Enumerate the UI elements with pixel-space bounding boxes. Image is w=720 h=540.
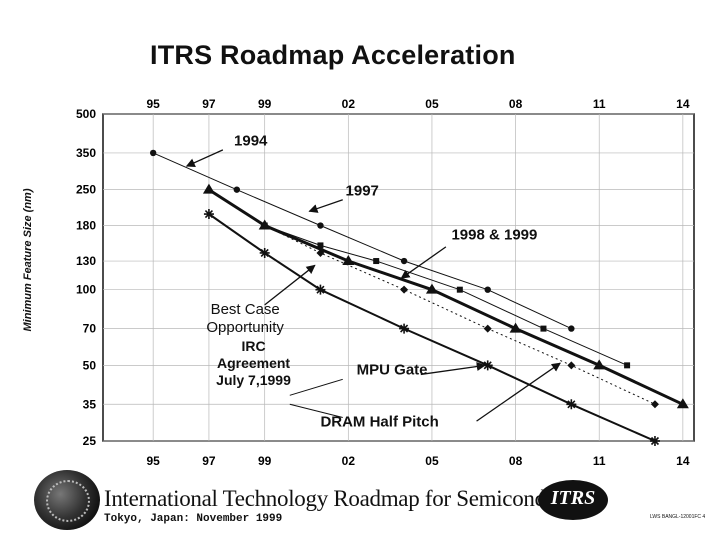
series-5-point	[259, 247, 270, 258]
annotation-arrow-a1994	[185, 149, 224, 167]
annotation-a1994: 1994	[234, 132, 268, 149]
x-tick-label-top: 95	[146, 97, 160, 111]
series-1-point	[484, 286, 491, 293]
y-tick-label: 130	[76, 254, 96, 268]
y-tick-label: 100	[76, 283, 96, 297]
x-tick-label-bottom: 14	[676, 454, 690, 468]
series-5-point	[315, 284, 326, 295]
y-tick-label: 35	[83, 397, 97, 411]
annotation-arrow-best	[264, 264, 316, 306]
annotation-line: Best Case	[211, 301, 280, 318]
annotation-dram: DRAM Half Pitch	[320, 414, 438, 431]
series-2-point	[624, 362, 631, 369]
x-tick-label-bottom: 02	[342, 454, 356, 468]
series-2-point	[373, 258, 380, 265]
y-tick-label: 50	[83, 358, 97, 372]
footer-subtitle: Tokyo, Japan: November 1999	[104, 513, 283, 525]
series-3-point	[483, 324, 492, 333]
annotation-line: 1994	[234, 132, 268, 149]
y-tick-label: 250	[76, 183, 96, 197]
chart-svg: 500 350 250 180 130 100 70 50 35 25 95 95 97 97 99 99 02…	[76, 97, 695, 468]
series-3-line	[264, 225, 656, 405]
x-tick-label-top: 05	[425, 97, 439, 111]
series-2-line	[264, 225, 628, 366]
annotation-arrow-dram	[476, 362, 561, 422]
annotation-line: IRC	[241, 338, 265, 354]
annotation-a9899: 1998 & 1999	[451, 227, 537, 244]
annotation-line: DRAM Half Pitch	[320, 414, 438, 431]
logo-text: ITRS	[550, 487, 596, 509]
series-1-point	[568, 325, 575, 332]
annotation-line: MPU Gate	[357, 361, 428, 378]
irc-connector-line	[289, 378, 343, 396]
series-5-point	[203, 209, 214, 220]
document-id: LWS BANGL-12001FC 4	[650, 514, 706, 520]
series-4-point	[425, 283, 438, 294]
series-4-point	[342, 255, 355, 266]
series-4-point	[509, 322, 522, 333]
series-2-point	[456, 286, 463, 293]
annotation-line: Agreement	[217, 355, 290, 371]
series-1-point	[233, 186, 241, 193]
series-4-point	[676, 398, 689, 409]
x-tick-label-bottom: 11	[593, 454, 606, 468]
annotation-line: Opportunity	[206, 319, 284, 336]
x-tick-label-top: 14	[676, 97, 690, 111]
annotation-line: 1998 & 1999	[451, 227, 537, 244]
x-tick-label-bottom: 97	[202, 454, 216, 468]
series-5-point	[649, 436, 660, 446]
series-2-point	[317, 242, 324, 249]
x-tick-label-top: 08	[509, 97, 523, 111]
annotation-a1997: 1997	[346, 182, 379, 199]
series-3-point	[567, 361, 576, 370]
x-tick-label-bottom: 95	[146, 454, 160, 468]
x-tick-label-bottom: 99	[258, 454, 272, 468]
annotation-line: 1997	[346, 182, 379, 199]
semiconductor-wafer-image	[34, 470, 100, 530]
series-3-point	[400, 285, 409, 294]
series-4-point	[258, 219, 271, 230]
annotation-arrow-a9899	[400, 246, 447, 279]
y-tick-label: 350	[76, 146, 96, 160]
annotation-mpu: MPU Gate	[357, 361, 428, 378]
series-1-point	[317, 222, 324, 229]
annotation-best: Best Case Opportunity	[206, 301, 284, 336]
series-5-point	[482, 360, 493, 371]
y-tick-label: 180	[76, 219, 96, 233]
x-tick-label-bottom: 08	[509, 454, 523, 468]
series-3-point	[650, 400, 659, 409]
footer-title: International Technology Roadmap for Sem…	[104, 486, 601, 511]
y-tick-label: 500	[76, 107, 96, 121]
y-tick-label: 70	[83, 322, 97, 336]
series-5-point	[566, 399, 577, 410]
x-tick-label-top: 99	[258, 97, 272, 111]
chart-title: ITRS Roadmap Acceleration	[150, 40, 516, 70]
series-4-point	[202, 183, 215, 194]
irc-connector-line	[289, 403, 343, 419]
annotation-line: July 7,1999	[216, 372, 291, 388]
series-1-line	[152, 152, 572, 330]
series-1-point	[400, 257, 408, 265]
series-2-point	[540, 325, 547, 332]
series-4-point	[593, 359, 606, 370]
annotation-irc: IRC Agreement July 7,1999	[216, 338, 291, 388]
x-tick-label-top: 02	[342, 97, 356, 111]
annotation-arrow-mpu	[420, 361, 486, 376]
y-tick-label: 25	[83, 434, 97, 448]
series-1-point	[149, 149, 157, 157]
x-tick-label-top: 97	[202, 97, 216, 111]
annotation-arrow-a1997	[308, 199, 343, 213]
x-tick-label-bottom: 05	[425, 454, 439, 468]
series-5-point	[399, 323, 410, 334]
itrs-logo: ITRS	[538, 480, 608, 520]
x-tick-label-top: 11	[593, 97, 606, 111]
